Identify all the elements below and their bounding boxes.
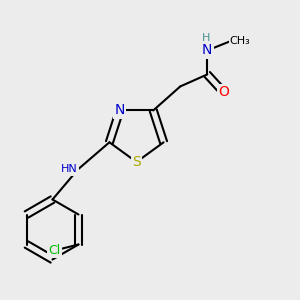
Text: N: N bbox=[202, 44, 212, 57]
Text: HN: HN bbox=[61, 164, 78, 174]
Text: S: S bbox=[132, 155, 141, 169]
Text: N: N bbox=[115, 103, 125, 117]
Text: Cl: Cl bbox=[48, 244, 61, 257]
Text: CH₃: CH₃ bbox=[230, 36, 250, 46]
Text: H: H bbox=[202, 33, 210, 43]
Text: O: O bbox=[218, 85, 229, 99]
